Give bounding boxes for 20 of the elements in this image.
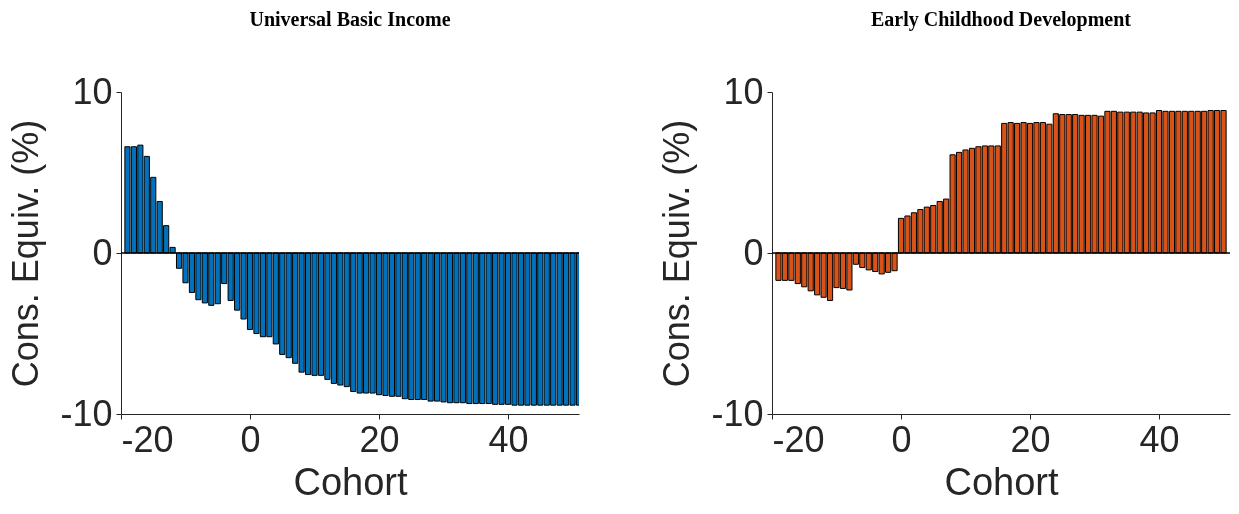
y-tick-label: -10	[60, 392, 113, 434]
y-axis-title: Cons. Equiv. (%)	[5, 119, 47, 388]
y-tick-label: 10	[723, 70, 764, 112]
x-tick-label: -20	[772, 418, 825, 460]
y-tick-label: 0	[92, 231, 113, 273]
x-tick-label: 20	[1010, 418, 1051, 460]
y-tick-label: -10	[711, 392, 764, 434]
x-tick-label: 40	[1139, 418, 1180, 460]
y-axis-title: Cons. Equiv. (%)	[656, 119, 698, 388]
y-tick-label: 0	[743, 231, 764, 273]
x-tick-label: 20	[359, 418, 400, 460]
x-tick-label: 40	[488, 418, 529, 460]
x-tick-label: -20	[121, 418, 174, 460]
chart-title: Early Childhood Development	[870, 8, 1132, 31]
x-tick-label: 0	[891, 418, 912, 460]
y-tick-label: 10	[72, 70, 113, 112]
x-axis-title: Cohort	[293, 460, 408, 503]
chart-title: Universal Basic Income	[249, 8, 451, 30]
x-tick-label: 0	[240, 418, 261, 460]
x-axis-title: Cohort	[944, 460, 1059, 503]
